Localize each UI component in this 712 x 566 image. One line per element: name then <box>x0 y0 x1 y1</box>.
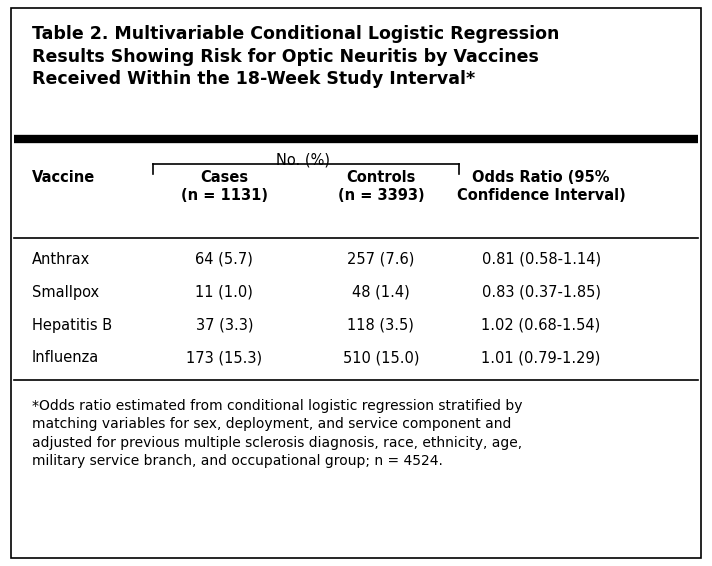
Text: Smallpox: Smallpox <box>32 285 99 300</box>
Text: 257 (7.6): 257 (7.6) <box>347 252 414 267</box>
Text: Controls
(n = 3393): Controls (n = 3393) <box>337 170 424 203</box>
Text: Cases
(n = 1131): Cases (n = 1131) <box>181 170 268 203</box>
Text: 1.01 (0.79-1.29): 1.01 (0.79-1.29) <box>481 350 601 366</box>
Text: Anthrax: Anthrax <box>32 252 90 267</box>
Text: 510 (15.0): 510 (15.0) <box>342 350 419 366</box>
Text: Odds Ratio (95%
Confidence Interval): Odds Ratio (95% Confidence Interval) <box>456 170 626 203</box>
Text: 64 (5.7): 64 (5.7) <box>195 252 253 267</box>
Text: 37 (3.3): 37 (3.3) <box>196 318 253 333</box>
Text: 173 (15.3): 173 (15.3) <box>187 350 262 366</box>
Text: No. (%): No. (%) <box>276 153 330 168</box>
Text: 0.81 (0.58-1.14): 0.81 (0.58-1.14) <box>481 252 601 267</box>
Text: Table 2. Multivariable Conditional Logistic Regression
Results Showing Risk for : Table 2. Multivariable Conditional Logis… <box>32 25 560 88</box>
Text: Influenza: Influenza <box>32 350 99 366</box>
Text: 1.02 (0.68-1.54): 1.02 (0.68-1.54) <box>481 318 601 333</box>
Text: 48 (1.4): 48 (1.4) <box>352 285 410 300</box>
Text: *Odds ratio estimated from conditional logistic regression stratified by
matchin: *Odds ratio estimated from conditional l… <box>32 399 523 468</box>
Text: 11 (1.0): 11 (1.0) <box>195 285 253 300</box>
Text: 0.83 (0.37-1.85): 0.83 (0.37-1.85) <box>481 285 601 300</box>
Text: 118 (3.5): 118 (3.5) <box>347 318 414 333</box>
Text: Hepatitis B: Hepatitis B <box>32 318 112 333</box>
Text: Vaccine: Vaccine <box>32 170 95 185</box>
